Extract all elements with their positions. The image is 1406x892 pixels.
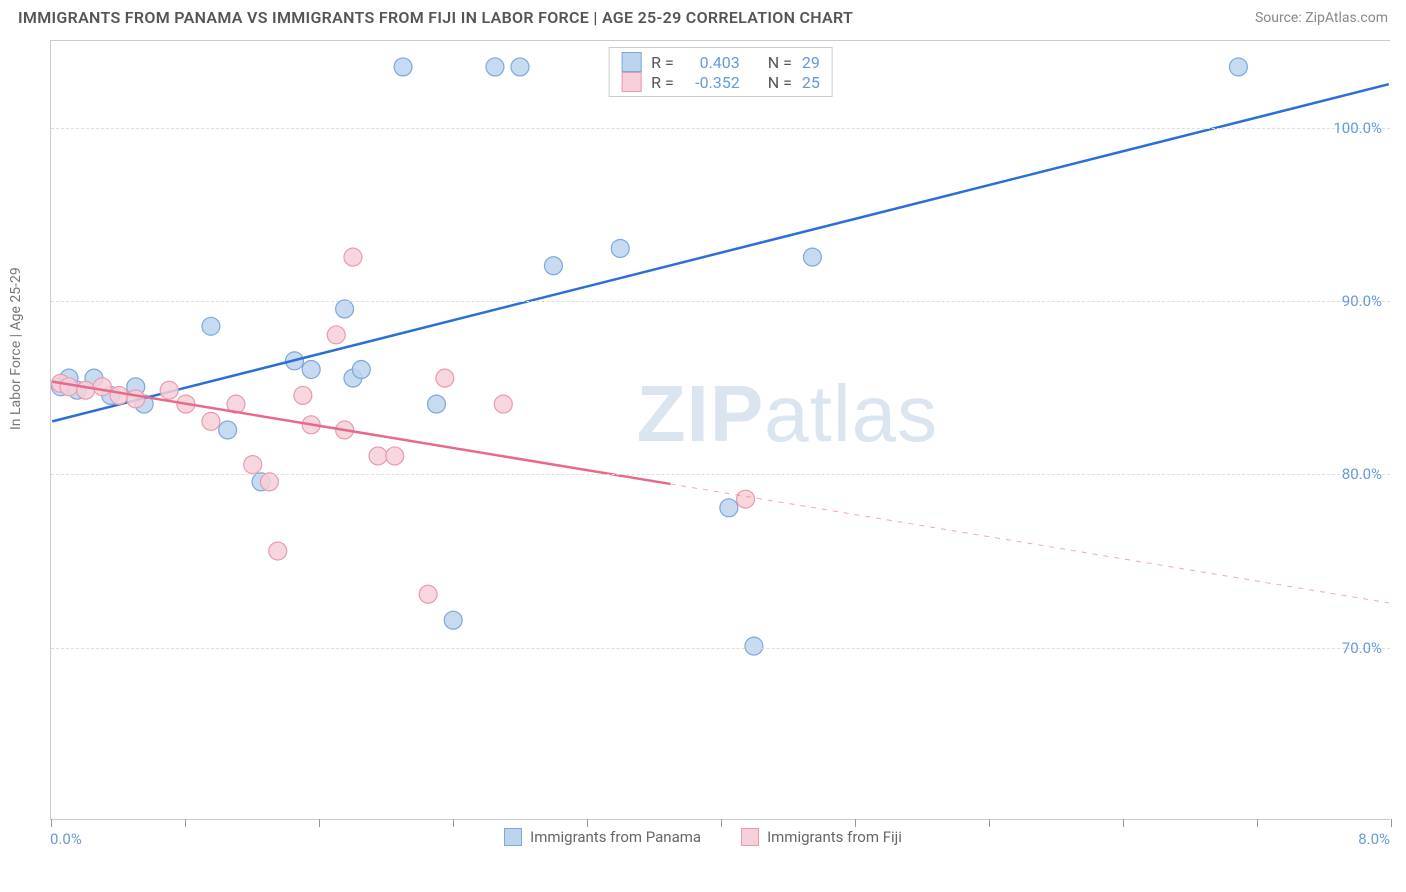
xtick [587,819,588,827]
data-point [260,473,278,491]
data-point [294,386,312,404]
data-point [386,447,404,465]
legend-top-row: R = 0.403 N = 29 [621,52,820,72]
legend-n-label: N = [768,53,792,72]
legend-swatch [621,72,641,92]
data-point [302,361,320,379]
legend-top: R = 0.403 N = 29 R = -0.352 N = 25 [608,47,833,97]
data-point [436,369,454,387]
data-point [494,395,512,413]
data-point [1229,58,1247,76]
data-point [428,395,446,413]
legend-top-row: R = -0.352 N = 25 [621,72,820,92]
data-point [745,637,763,655]
data-point [77,381,95,399]
legend-label: Immigrants from Panama [530,828,701,846]
gridline-h [51,474,1390,475]
xtick [855,819,856,827]
legend-bottom-item: Immigrants from Fiji [741,828,902,846]
data-point [244,456,262,474]
gridline-h [51,648,1390,649]
data-point [110,386,128,404]
gridline-h [51,128,1390,129]
y-axis-label: In Labor Force | Age 25-29 [8,267,24,430]
plot-svg [51,41,1390,819]
data-point [60,378,78,396]
chart-title: IMMIGRANTS FROM PANAMA VS IMMIGRANTS FRO… [18,8,853,27]
data-point [344,248,362,266]
data-point [202,412,220,430]
data-point [336,300,354,318]
ytick-label: 70.0% [1342,639,1382,657]
legend-n-value: 25 [802,73,820,92]
ytick-label: 90.0% [1342,292,1382,310]
xtick [989,819,990,827]
legend-swatch [504,828,522,846]
xtick [51,819,52,827]
xtick [1123,819,1124,827]
data-point [544,257,562,275]
gridline-h [51,301,1390,302]
data-point [611,239,629,257]
legend-swatch [741,828,759,846]
source-label: Source: ZipAtlas.com [1255,10,1388,26]
data-point [737,490,755,508]
data-point [93,378,111,396]
legend-bottom-item: Immigrants from Panama [504,828,701,846]
legend-n-label: N = [768,73,792,92]
regression-line [52,382,670,484]
data-point [486,58,504,76]
legend-bottom: Immigrants from Panama Immigrants from Fi… [0,828,1406,846]
legend-r-label: R = [651,73,674,92]
regression-line [52,84,1389,421]
legend-r-value: 0.403 [684,53,740,72]
xtick [1391,819,1392,827]
xtick [721,819,722,827]
data-point [327,326,345,344]
legend-swatch [621,52,641,72]
xtick [1257,819,1258,827]
data-point [369,447,387,465]
ytick-label: 80.0% [1342,465,1382,483]
data-point [419,585,437,603]
data-point [127,390,145,408]
regression-line-dashed [670,484,1388,603]
data-point [511,58,529,76]
data-point [803,248,821,266]
data-point [444,611,462,629]
xtick [185,819,186,827]
data-point [394,58,412,76]
ytick-label: 100.0% [1333,119,1382,137]
data-point [269,542,287,560]
legend-n-value: 29 [802,53,820,72]
title-bar: IMMIGRANTS FROM PANAMA VS IMMIGRANTS FRO… [0,0,1406,31]
data-point [352,361,370,379]
data-point [219,421,237,439]
data-point [720,499,738,517]
legend-label: Immigrants from Fiji [767,828,902,846]
xtick [453,819,454,827]
chart-area: ZIPatlas R =0.403 N =29R =-0.352 N =25 7… [50,40,1390,820]
xtick [319,819,320,827]
data-point [202,317,220,335]
legend-r-value: -0.352 [684,73,740,92]
legend-r-label: R = [651,53,674,72]
data-point [160,381,178,399]
